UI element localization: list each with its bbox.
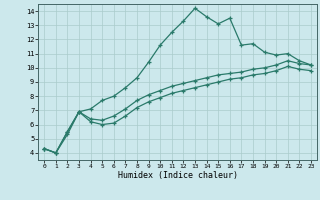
X-axis label: Humidex (Indice chaleur): Humidex (Indice chaleur) (118, 171, 238, 180)
